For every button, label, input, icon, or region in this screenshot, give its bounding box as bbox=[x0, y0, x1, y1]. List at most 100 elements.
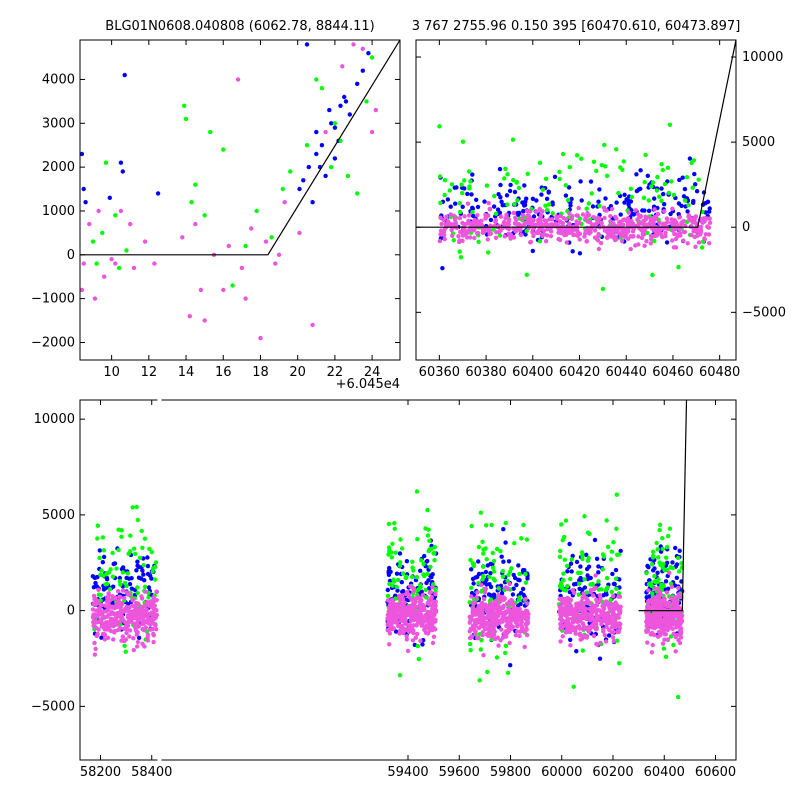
data-point bbox=[570, 213, 575, 219]
data-point bbox=[658, 592, 664, 598]
data-point bbox=[599, 162, 604, 168]
data-point bbox=[664, 622, 669, 628]
top-left-panel: 10 12 14 16 18 20 22 24 −2000 −1000 0 1000 2000 3000 4… bbox=[31, 39, 401, 380]
data-point bbox=[564, 228, 569, 234]
data-point bbox=[460, 190, 465, 196]
data-point bbox=[494, 546, 500, 552]
data-point bbox=[498, 638, 503, 643]
data-point bbox=[634, 172, 639, 177]
data-point bbox=[351, 42, 356, 47]
data-point bbox=[81, 261, 86, 266]
data-point bbox=[645, 599, 651, 604]
data-point bbox=[425, 533, 431, 538]
data-point bbox=[601, 629, 606, 634]
data-point bbox=[140, 545, 145, 550]
data-point bbox=[638, 214, 643, 220]
data-point bbox=[401, 605, 406, 610]
data-point bbox=[472, 235, 477, 241]
data-point bbox=[607, 605, 612, 611]
data-point bbox=[343, 99, 349, 104]
data-point bbox=[686, 203, 691, 208]
data-point bbox=[415, 537, 420, 542]
data-point bbox=[580, 553, 585, 558]
data-point bbox=[488, 217, 494, 223]
data-point bbox=[602, 633, 608, 638]
data-point bbox=[591, 159, 597, 164]
data-point bbox=[650, 591, 655, 596]
data-point bbox=[479, 218, 484, 223]
data-point bbox=[563, 183, 568, 188]
data-point bbox=[540, 233, 545, 239]
data-point bbox=[475, 590, 480, 595]
data-point bbox=[120, 634, 126, 639]
data-point bbox=[678, 617, 683, 622]
data-point bbox=[557, 169, 562, 175]
data-point bbox=[476, 635, 481, 641]
data-point bbox=[611, 235, 616, 240]
data-point bbox=[580, 587, 585, 592]
data-point bbox=[392, 521, 397, 526]
data-point bbox=[373, 107, 378, 113]
data-point bbox=[574, 559, 580, 565]
data-point bbox=[588, 179, 594, 184]
data-point bbox=[501, 527, 506, 532]
data-point bbox=[135, 644, 140, 649]
data-point bbox=[671, 642, 676, 648]
data-point bbox=[103, 582, 108, 587]
data-point bbox=[677, 640, 683, 646]
data-point bbox=[239, 265, 245, 271]
data-point bbox=[404, 559, 410, 564]
data-point bbox=[386, 609, 391, 614]
data-point bbox=[509, 234, 515, 240]
data-point bbox=[658, 522, 663, 527]
data-point bbox=[452, 217, 458, 222]
data-point bbox=[577, 619, 582, 624]
data-point bbox=[574, 649, 579, 654]
data-point bbox=[208, 129, 213, 135]
data-point bbox=[617, 625, 622, 631]
data-point bbox=[673, 649, 678, 654]
data-point bbox=[676, 694, 681, 700]
data-point bbox=[310, 322, 315, 328]
data-point bbox=[601, 618, 607, 624]
data-point bbox=[80, 151, 85, 157]
data-point bbox=[482, 199, 487, 204]
data-point bbox=[665, 544, 670, 550]
data-point bbox=[128, 533, 133, 538]
data-point bbox=[596, 570, 601, 575]
data-point bbox=[654, 540, 659, 546]
data-point bbox=[131, 636, 136, 641]
data-point bbox=[297, 230, 302, 236]
data-point bbox=[444, 214, 449, 219]
data-point bbox=[487, 206, 493, 211]
data-point bbox=[586, 600, 591, 605]
data-point bbox=[254, 208, 259, 214]
data-point bbox=[660, 536, 665, 541]
data-point bbox=[617, 621, 622, 626]
data-point bbox=[662, 568, 667, 573]
data-point bbox=[652, 617, 657, 623]
data-point bbox=[498, 214, 504, 219]
data-point bbox=[518, 601, 523, 607]
data-point bbox=[610, 571, 615, 577]
data-point bbox=[460, 139, 466, 144]
data-point bbox=[499, 591, 505, 596]
data-point bbox=[422, 553, 427, 559]
data-point bbox=[668, 595, 673, 601]
data-point bbox=[130, 505, 135, 510]
data-point bbox=[595, 215, 601, 220]
data-point bbox=[491, 558, 497, 564]
data-point bbox=[682, 229, 688, 235]
data-point bbox=[511, 605, 516, 610]
x-tick-label: 60400 bbox=[644, 765, 685, 780]
data-point bbox=[671, 192, 677, 198]
data-point bbox=[625, 216, 631, 221]
data-point bbox=[490, 550, 495, 556]
data-point bbox=[468, 648, 473, 653]
data-point bbox=[114, 566, 119, 571]
data-point bbox=[523, 571, 528, 577]
data-point bbox=[650, 272, 655, 278]
data-point bbox=[579, 198, 584, 203]
data-point bbox=[604, 208, 609, 213]
data-point bbox=[609, 630, 614, 635]
